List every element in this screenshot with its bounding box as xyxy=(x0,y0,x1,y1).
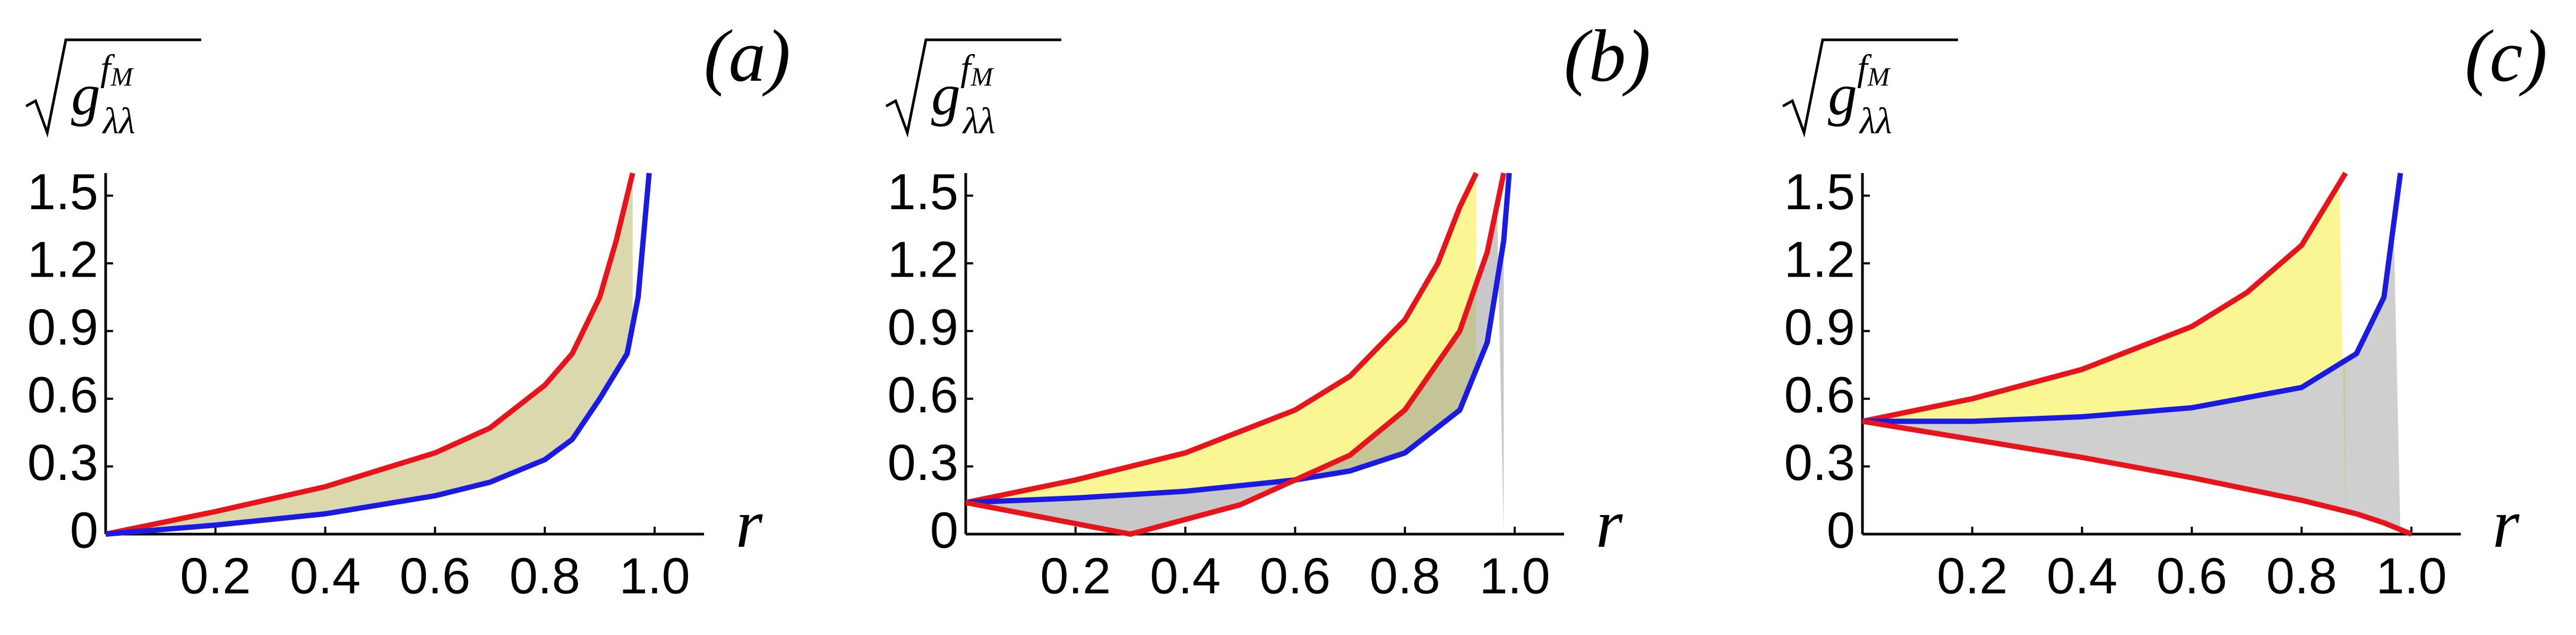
x-tick-label: 1.0 xyxy=(2376,547,2446,604)
y-tick-label: 0.9 xyxy=(1784,299,1855,356)
y-tick-label: 0.6 xyxy=(1784,366,1855,423)
y-tick-label: 0.9 xyxy=(28,299,98,356)
x-tick-label: 0.6 xyxy=(1260,547,1330,604)
point-cloud xyxy=(966,173,1476,503)
sqrt-sign xyxy=(885,38,1061,138)
y-label-supsub: M xyxy=(110,62,134,91)
y-tick-label: 1.5 xyxy=(888,164,958,220)
sqrt-sign xyxy=(1782,38,1958,138)
y-tick-label: 0.9 xyxy=(888,299,958,356)
y-label-sub: λλ xyxy=(102,101,135,142)
y-tick-label: 1.5 xyxy=(28,164,98,220)
x-tick-label: 0.8 xyxy=(1369,547,1440,604)
y-axis-label: gfM λλ xyxy=(931,48,995,142)
y-tick-label: 0.6 xyxy=(28,366,98,423)
x-tick-label: 0.4 xyxy=(290,547,360,604)
y-label-base: g xyxy=(931,62,960,127)
y-label-sub: λλ xyxy=(1859,101,1892,142)
panel-title: (a) xyxy=(704,15,791,97)
y-tick-label: 0.3 xyxy=(28,434,98,491)
y-label-base: g xyxy=(1828,62,1857,127)
curve xyxy=(105,172,636,537)
y-tick-label: 1.5 xyxy=(1784,164,1855,220)
x-axis-label: r xyxy=(1596,486,1623,562)
y-tick-label: 0.3 xyxy=(1784,434,1855,491)
y-label-supsub: M xyxy=(970,62,994,91)
x-tick-label: 0.4 xyxy=(2047,547,2117,604)
curve xyxy=(965,171,1479,505)
y-label-base: g xyxy=(71,62,100,127)
y-tick-label: 0.3 xyxy=(888,434,958,491)
point-cloud xyxy=(1862,224,2401,535)
y-axis-label: gfM λλ xyxy=(1828,48,1892,142)
point-cloud xyxy=(966,205,1504,534)
y-tick-label: 1.2 xyxy=(888,231,958,288)
x-tick-label: 0.2 xyxy=(1040,547,1111,604)
curve xyxy=(105,173,652,537)
y-label-sub: λλ xyxy=(962,101,995,142)
x-tick-label: 0.6 xyxy=(400,547,470,604)
curve xyxy=(965,173,1512,505)
curve xyxy=(965,172,1507,537)
curve xyxy=(1862,173,2403,424)
x-tick-label: 0.2 xyxy=(1937,547,2007,604)
y-tick-label: 1.2 xyxy=(28,231,98,288)
x-axis-label: r xyxy=(736,486,763,562)
x-tick-label: 0.2 xyxy=(180,547,251,604)
x-tick-label: 0.8 xyxy=(509,547,580,604)
x-tick-label: 0.6 xyxy=(2157,547,2227,604)
x-axis-label: r xyxy=(2493,486,2520,562)
y-tick-label: 0.6 xyxy=(888,366,958,423)
x-tick-label: 1.0 xyxy=(1479,547,1550,604)
point-cloud xyxy=(106,173,633,534)
curve xyxy=(1862,418,2412,537)
y-tick-label: 1.2 xyxy=(1784,231,1855,288)
x-tick-label: 1.0 xyxy=(619,547,690,604)
x-tick-label: 0.4 xyxy=(1150,547,1221,604)
panel-title: (b) xyxy=(1564,15,1651,97)
y-tick-label: 0 xyxy=(1827,502,1855,559)
curve xyxy=(1861,171,2348,424)
point-cloud xyxy=(1862,183,2346,534)
y-tick-label: 0 xyxy=(930,502,958,559)
y-tick-label: 0 xyxy=(70,502,98,559)
sqrt-sign xyxy=(25,38,201,138)
x-tick-label: 0.8 xyxy=(2266,547,2337,604)
y-axis-label: gfM λλ xyxy=(71,48,135,142)
y-label-supsub: M xyxy=(1867,62,1891,91)
panel-title: (c) xyxy=(2465,15,2547,97)
